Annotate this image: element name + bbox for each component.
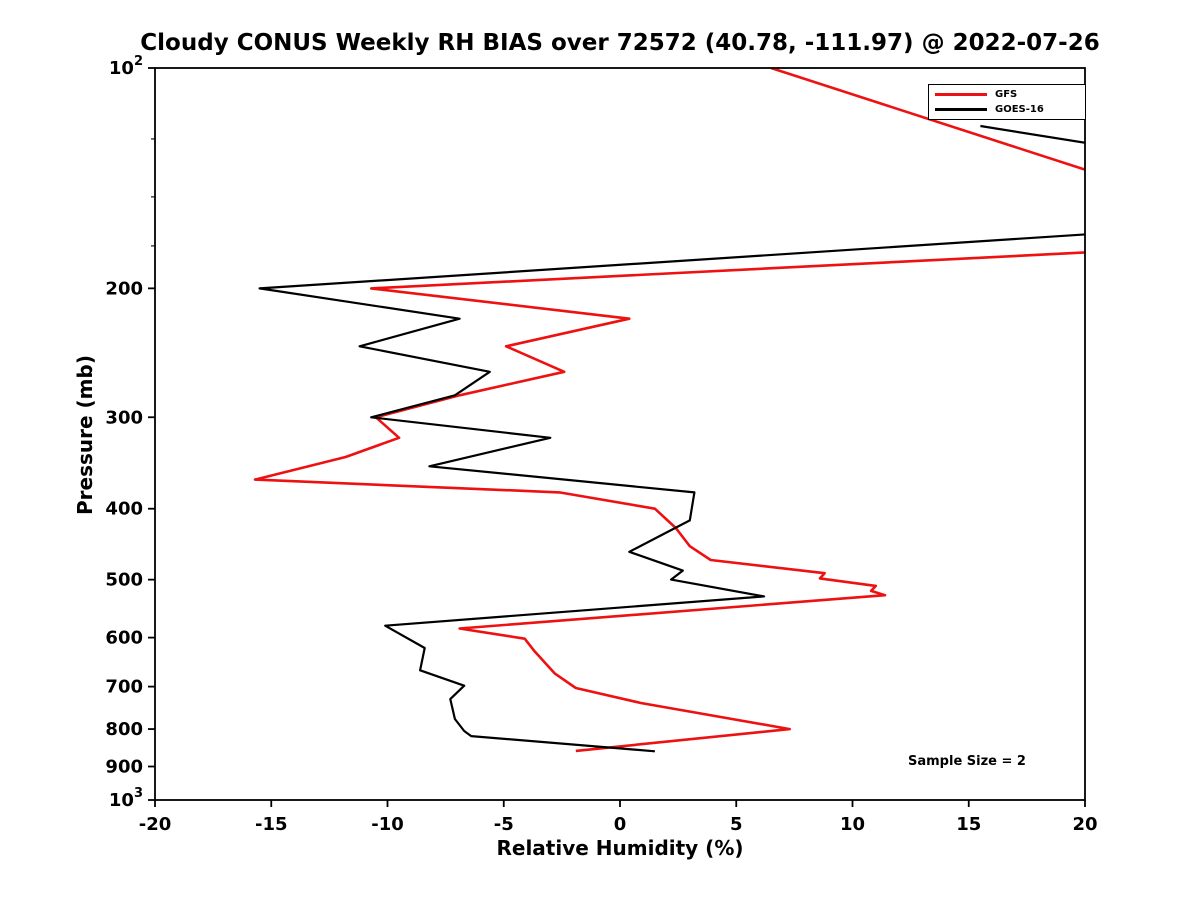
x-tick-label: -20 [139,814,172,835]
y-tick-label: 500 [105,570,143,591]
axes-frame [154,67,1086,801]
y-tick-label: 102 [109,54,143,79]
y-axis-ticks: 102 200 300 400 500 600 700 800 900 103 [105,54,155,811]
goes16-line-sample-icon [935,108,987,111]
x-tick-label: -10 [371,814,404,835]
legend-entry-goes16: GOES-16 [935,104,1079,115]
x-tick-label: -15 [255,814,288,835]
gfs-line-sample-icon [935,93,987,96]
x-tick-label: 10 [840,814,865,835]
gfs-line [253,68,1085,753]
legend-label-goes16: GOES-16 [995,103,1044,115]
x-tick-label: 20 [1072,814,1097,835]
y-tick-label: 900 [105,757,143,778]
y-tick-label: 700 [105,677,143,698]
legend-label-gfs: GFS [995,88,1018,100]
legend-box: GFS GOES-16 [928,84,1086,120]
chart-title: Cloudy CONUS Weekly RH BIAS over 72572 (… [140,30,1100,56]
x-tick-label: -5 [494,814,514,835]
y-tick-label: 800 [105,719,143,740]
y-tick-label: 300 [105,407,143,428]
x-axis-ticks: -20 -15 -10 -5 0 5 10 15 20 [139,800,1098,835]
x-tick-label: 5 [730,814,743,835]
x-tick-label: 0 [614,814,627,835]
y-tick-label: 400 [105,499,143,520]
goes-16-line [258,124,1085,753]
sample-size-annotation: Sample Size = 2 [908,754,1026,769]
legend-entry-gfs: GFS [935,89,1079,100]
y-tick-label: 103 [109,786,143,811]
y-tick-label: 600 [105,628,143,649]
x-tick-label: 15 [956,814,981,835]
y-tick-label: 200 [105,278,143,299]
x-axis-label: Relative Humidity (%) [496,836,744,860]
